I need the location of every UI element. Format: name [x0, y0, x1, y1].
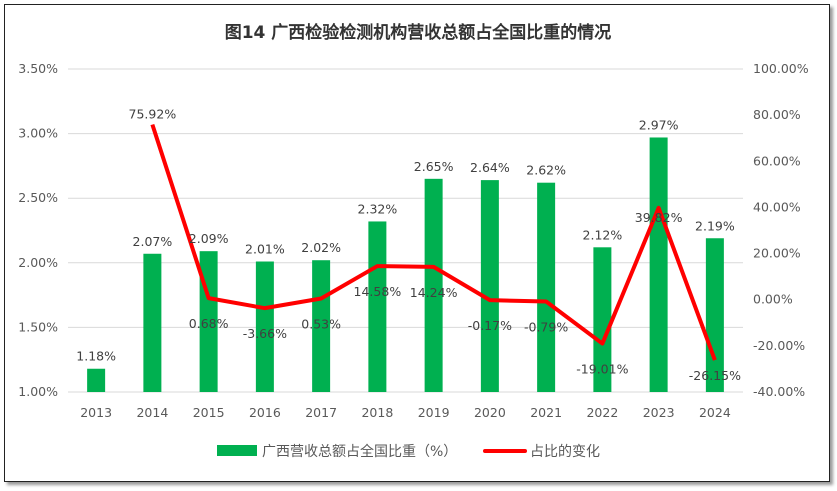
- bar-label: 2.65%: [414, 159, 454, 174]
- bar: [424, 178, 443, 392]
- line-label: 39.82%: [635, 210, 683, 225]
- y-right-tick: -20.00%: [753, 338, 805, 353]
- x-tick: 2015: [193, 405, 225, 420]
- x-tick: 2018: [361, 405, 393, 420]
- y-left-tick: 2.50%: [18, 190, 58, 205]
- y-right-tick: 100.00%: [753, 61, 809, 76]
- line-label: -0.79%: [524, 320, 568, 335]
- x-tick: 2019: [418, 405, 450, 420]
- bar: [537, 182, 556, 392]
- x-tick: 2024: [699, 405, 731, 420]
- line-label: 0.53%: [301, 316, 341, 331]
- y-left-tick: 1.50%: [18, 319, 58, 334]
- x-tick: 2021: [530, 405, 562, 420]
- bar-label: 2.64%: [470, 160, 510, 175]
- line-label: 14.58%: [354, 284, 402, 299]
- line-label: -26.15%: [689, 368, 741, 383]
- legend-bar-swatch: [217, 445, 257, 456]
- bar: [312, 260, 331, 392]
- bar: [368, 221, 387, 392]
- chart-title: 图14 广西检验检测机构营收总额占全国比重的情况: [225, 22, 612, 43]
- bar-label: 2.32%: [358, 201, 398, 216]
- x-tick: 2016: [249, 405, 281, 420]
- bar: [593, 247, 612, 392]
- bar: [255, 261, 274, 392]
- y-left-tick: 2.00%: [18, 255, 58, 270]
- bar-label: 2.62%: [526, 163, 566, 178]
- line-label: 0.68%: [189, 316, 229, 331]
- line-label: -0.17%: [468, 318, 512, 333]
- bar: [649, 137, 668, 392]
- bar: [87, 368, 106, 392]
- y-right-tick: 20.00%: [753, 246, 801, 261]
- bar-label: 2.02%: [301, 240, 341, 255]
- bar-label: 2.19%: [695, 218, 735, 233]
- bar: [480, 180, 499, 392]
- x-tick: 2022: [586, 405, 618, 420]
- legend-line-label: 占比的变化: [530, 444, 600, 460]
- y-right-tick: 60.00%: [753, 153, 801, 168]
- y-left-tick: 3.50%: [18, 61, 58, 76]
- x-tick: 2013: [80, 405, 112, 420]
- line-label: 75.92%: [129, 107, 177, 122]
- bar-label: 2.97%: [639, 117, 679, 132]
- y-right-tick: -40.00%: [753, 384, 805, 399]
- bar-label: 2.01%: [245, 242, 285, 257]
- bar-label: 2.09%: [189, 231, 229, 246]
- y-right-tick: 0.00%: [753, 292, 793, 307]
- bar: [143, 253, 162, 392]
- bar-label: 2.07%: [133, 234, 173, 249]
- y-left-tick: 3.00%: [18, 126, 58, 141]
- line-label: -19.01%: [576, 362, 628, 377]
- legend: 广西营收总额占全国比重（%） 占比的变化: [217, 443, 600, 460]
- bar-label: 2.12%: [583, 227, 623, 242]
- chart-frame: [4, 4, 830, 482]
- x-tick: 2017: [305, 405, 337, 420]
- line-label: -3.66%: [243, 326, 287, 341]
- y-right-tick: 80.00%: [753, 107, 801, 122]
- y-right-tick: 40.00%: [753, 199, 801, 214]
- x-tick: 2023: [643, 405, 675, 420]
- x-tick: 2020: [474, 405, 506, 420]
- x-tick: 2014: [136, 405, 168, 420]
- bar-label: 1.18%: [76, 349, 116, 364]
- y-left-tick: 1.00%: [18, 384, 58, 399]
- legend-bar-label: 广西营收总额占全国比重（%）: [262, 443, 457, 460]
- line-label: 14.24%: [410, 285, 458, 300]
